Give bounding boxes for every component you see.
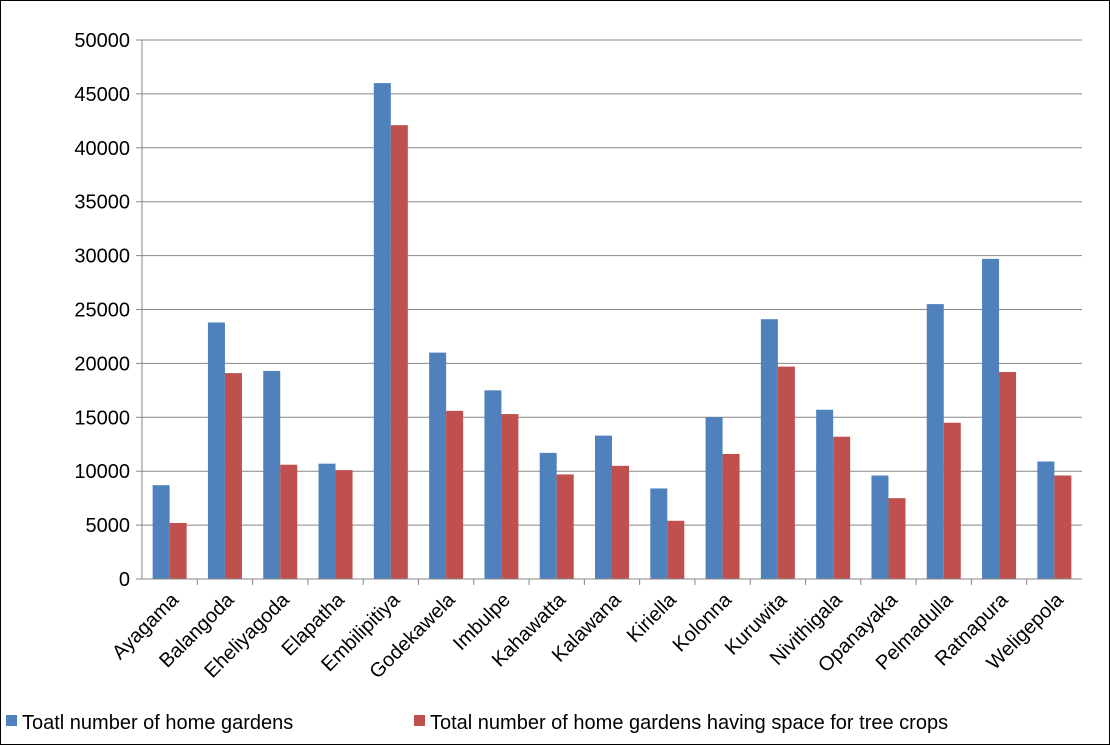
legend-swatch [6,715,17,726]
bar-tree-crops-godekawela [446,410,464,579]
y-tick-label: 5000 [86,515,131,537]
y-tick-label: 40000 [74,138,130,160]
x-axis-tick-labels: AyagamaBalangodaEheliyagodaElapathaEmbil… [108,588,1068,683]
bar-tree-crops-kolonna [722,453,740,579]
bar-tree-crops-imbulpe [501,414,519,579]
y-axis-tick-labels: 0 5000 10000 15000 20000 25000 30000 35000 40000… [74,30,130,591]
y-tick-label: 10000 [74,461,130,483]
bar-total-elapatha [318,463,336,579]
bar-total-nivithigala [816,409,834,579]
y-tick-label: 20000 [74,353,130,375]
legend-label: Total number of home gardens having spac… [430,712,948,734]
y-tick-label: 15000 [74,407,130,429]
legend-swatch [414,715,425,726]
bar-tree-crops-kahawatta [556,474,574,579]
legend: Toatl number of home gardens Total number… [6,712,948,734]
bar-total-kiriella [650,488,668,579]
bar-total-eheliyagoda [263,370,281,579]
bar-tree-crops-kuruwita [777,366,795,579]
y-tick-label: 50000 [74,30,130,52]
axes [136,39,1082,585]
bar-total-imbulpe [484,390,502,579]
bar-tree-crops-pelmadulla [943,422,961,579]
bar-tree-crops-kalawana [612,465,629,579]
bar-total-kalawana [595,435,612,579]
bar-tree-crops-balangoda [224,373,242,579]
bars [152,83,1072,580]
y-tick-label: 35000 [74,192,130,214]
bar-tree-crops-kiriella [667,520,685,579]
y-tick-label: 25000 [74,300,130,322]
bar-total-kahawatta [539,452,557,579]
bar-tree-crops-nivithigala [833,436,851,579]
bar-tree-crops-weligepola [1054,475,1072,579]
bar-total-embilipitiya [373,83,391,580]
bar-tree-crops-opanayaka [888,498,906,579]
bar-total-ayagama [152,485,170,579]
legend-label: Toatl number of home gardens [22,712,293,734]
bar-total-kuruwita [760,319,778,579]
bar-total-ratnapura [982,258,1000,579]
bar-total-weligepola [1037,461,1055,579]
gridlines [142,39,1082,526]
bar-total-balangoda [207,322,225,579]
bar-total-pelmadulla [926,304,944,579]
y-tick-label: 30000 [74,246,130,268]
bar-total-godekawela [429,352,447,579]
bar-tree-crops-ratnapura [999,372,1017,579]
bar-total-opanayaka [871,475,889,579]
bar-total-kolonna [705,417,723,579]
y-tick-label: 45000 [74,84,130,106]
bar-tree-crops-ayagama [169,522,187,579]
bar-tree-crops-eheliyagoda [280,464,298,579]
y-tick-label: 0 [119,569,130,591]
bar-tree-crops-embilipitiya [390,125,408,580]
bar-tree-crops-elapatha [335,470,353,579]
